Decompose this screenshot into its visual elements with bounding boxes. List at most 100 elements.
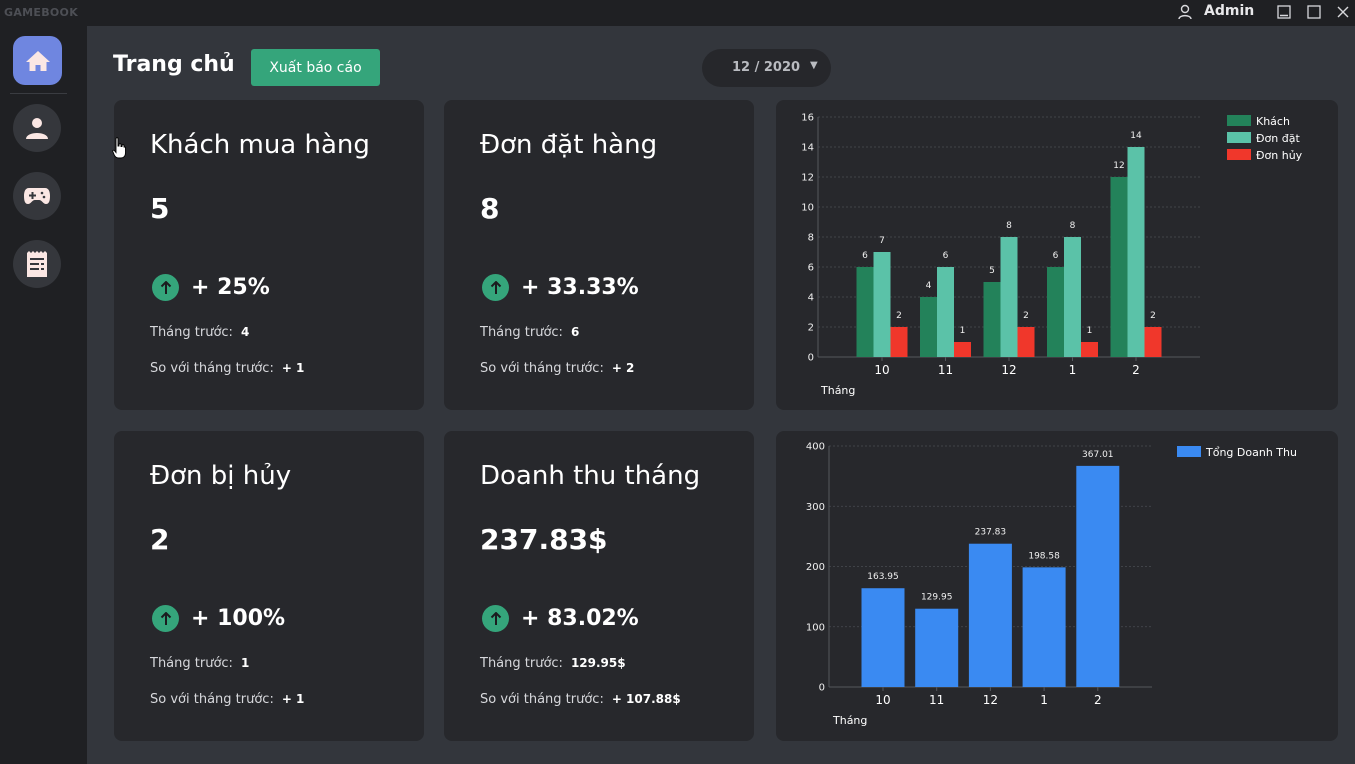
bar-Đơn hủy xyxy=(1017,327,1035,357)
data-label: 2 xyxy=(1150,311,1156,321)
arrow-up-icon xyxy=(482,274,509,301)
minimize-icon[interactable] xyxy=(1276,4,1292,20)
data-label: 1 xyxy=(960,326,966,336)
x-tick-label: 1 xyxy=(1069,363,1077,377)
revenue-chart-card: 0 100 200 300 400 10 163.95 11 129.95 12 237.83 1 19… xyxy=(776,431,1338,741)
y-tick-label: 16 xyxy=(801,113,814,124)
data-label: 6 xyxy=(862,251,868,261)
stat-value: 8 xyxy=(480,192,500,225)
trend: + 25% xyxy=(152,274,270,301)
data-label: 8 xyxy=(1070,221,1076,231)
previous-month: Tháng trước: 1 xyxy=(150,656,249,671)
previous-month: Tháng trước: 4 xyxy=(150,325,249,340)
data-label: 4 xyxy=(926,281,932,291)
home-icon xyxy=(25,50,50,71)
data-label: 129.95 xyxy=(921,593,953,603)
bar-Tổng Doanh Thu xyxy=(1076,465,1120,687)
sidebar-item-users[interactable] xyxy=(13,104,61,152)
arrow-up-icon xyxy=(152,605,179,632)
stat-card-customers: Khách mua hàng 5 + 25% Tháng trước: 4 So … xyxy=(114,100,424,410)
data-label: 6 xyxy=(943,251,949,261)
bar-Đơn hủy xyxy=(1081,342,1098,357)
bar-Đơn đặt xyxy=(1064,237,1081,357)
revenue-bar-chart: 0 100 200 300 400 10 163.95 11 129.95 12 237.83 1 19… xyxy=(806,442,1297,728)
y-tick-label: 2 xyxy=(808,323,814,334)
sidebar-item-reports[interactable] xyxy=(13,240,61,288)
user-name[interactable]: Admin xyxy=(1204,3,1255,19)
sidebar-divider xyxy=(10,93,67,94)
y-tick-label: 12 xyxy=(801,173,814,184)
previous-month: Tháng trước: 6 xyxy=(480,325,579,340)
legend-label: Tổng Doanh Thu xyxy=(1205,446,1297,459)
difference-value: + 2 xyxy=(611,361,635,375)
difference: So với tháng trước: + 2 xyxy=(480,361,634,376)
maximize-icon[interactable] xyxy=(1306,4,1322,20)
bar-Tổng Doanh Thu xyxy=(915,608,959,687)
bar-Khách xyxy=(1047,267,1064,357)
bar-Khách xyxy=(920,297,937,357)
y-tick-label: 400 xyxy=(806,442,825,453)
sidebar xyxy=(0,26,87,764)
previous-month-value: 4 xyxy=(240,325,250,339)
hand-cursor-icon xyxy=(112,137,126,159)
legend-swatch xyxy=(1177,446,1201,457)
difference: So với tháng trước: + 107.88$ xyxy=(480,692,681,707)
sidebar-item-games[interactable] xyxy=(13,172,61,220)
arrow-up-icon xyxy=(152,274,179,301)
stat-value: 2 xyxy=(150,523,170,556)
bar-Khách xyxy=(1110,177,1128,357)
y-tick-label: 14 xyxy=(801,143,814,154)
bar-Tổng Doanh Thu xyxy=(861,588,905,687)
bar-Tổng Doanh Thu xyxy=(968,543,1012,687)
bar-Đơn đặt xyxy=(873,252,891,357)
y-tick-label: 4 xyxy=(808,293,814,304)
previous-month-value: 6 xyxy=(570,325,580,339)
sidebar-item-home[interactable] xyxy=(13,36,62,85)
data-label: 198.58 xyxy=(1028,551,1060,561)
bar-Đơn hủy xyxy=(954,342,971,357)
x-tick-label: 10 xyxy=(875,693,890,707)
arrow-up-icon xyxy=(482,605,509,632)
close-icon[interactable] xyxy=(1335,4,1351,20)
x-tick-label: 2 xyxy=(1132,363,1140,377)
export-report-button[interactable]: Xuất báo cáo xyxy=(251,49,380,86)
x-tick-label: 10 xyxy=(874,363,889,377)
stat-value: 237.83$ xyxy=(480,523,608,556)
legend-label: Đơn hủy xyxy=(1256,149,1303,162)
data-label: 1 xyxy=(1087,326,1093,336)
x-tick-label: 11 xyxy=(929,693,944,707)
month-select[interactable]: 12 / 2020 ▼ xyxy=(702,49,831,87)
trend: + 33.33% xyxy=(482,274,639,301)
receipt-icon xyxy=(27,251,47,277)
stat-title: Doanh thu tháng xyxy=(480,461,701,491)
previous-month-label: Tháng trước: xyxy=(480,325,563,340)
stat-title: Khách mua hàng xyxy=(150,130,370,160)
bar-Đơn hủy xyxy=(890,327,908,357)
app-name: GAMEBOOK xyxy=(4,6,79,19)
trend-percent: + 83.02% xyxy=(521,606,639,631)
x-tick-label: 2 xyxy=(1094,693,1102,707)
data-label: 7 xyxy=(879,236,885,246)
x-tick-label: 12 xyxy=(983,693,998,707)
data-label: 8 xyxy=(1006,221,1012,231)
title-bar: GAMEBOOK Admin xyxy=(0,0,1355,26)
x-tick-label: 1 xyxy=(1040,693,1048,707)
stat-card-orders: Đơn đặt hàng 8 + 33.33% Tháng trước: 6 So… xyxy=(444,100,754,410)
y-tick-label: 0 xyxy=(819,683,825,694)
previous-month-label: Tháng trước: xyxy=(480,656,563,671)
y-tick-label: 100 xyxy=(806,622,825,633)
legend-label: Khách xyxy=(1256,115,1290,128)
legend-swatch xyxy=(1227,132,1251,143)
month-select-value: 12 / 2020 xyxy=(732,60,801,75)
data-label: 5 xyxy=(989,266,995,276)
y-tick-label: 8 xyxy=(808,233,814,244)
x-axis-label: Tháng xyxy=(820,384,855,397)
orders-bar-chart: 02468101214161067211461125821681212142Th… xyxy=(801,113,1303,398)
data-label: 12 xyxy=(1113,161,1124,171)
x-tick-label: 12 xyxy=(1001,363,1016,377)
difference-label: So với tháng trước: xyxy=(150,361,274,376)
previous-month-value: 129.95$ xyxy=(570,656,626,670)
gamepad-icon xyxy=(24,188,50,204)
legend-swatch xyxy=(1227,149,1251,160)
difference: So với tháng trước: + 1 xyxy=(150,361,304,376)
